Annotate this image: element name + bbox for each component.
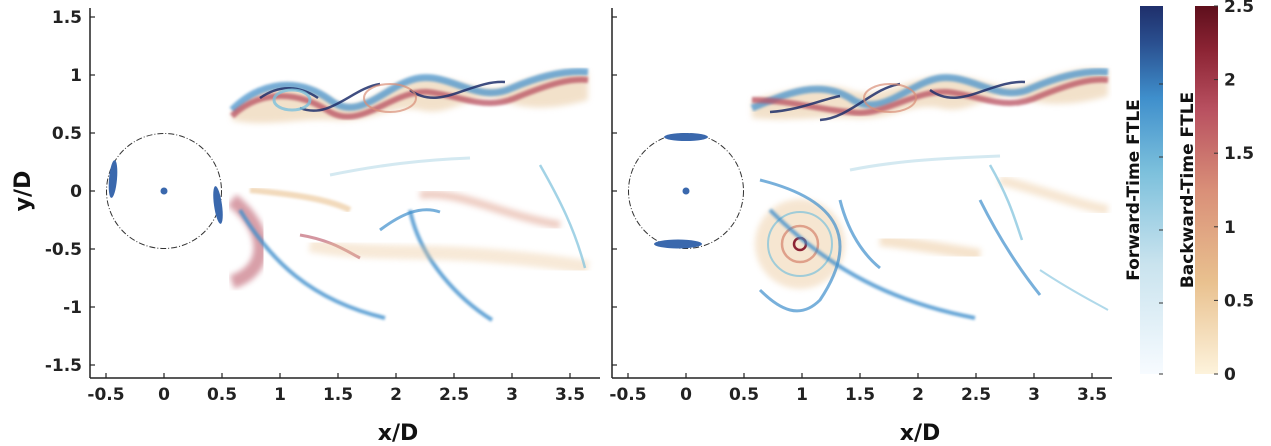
x-tick-label: 2: [390, 385, 402, 405]
x-tick-label: 1: [796, 385, 808, 405]
colorbar-tick-label: 0: [1224, 365, 1236, 385]
colorbar-tick-label: 1: [1224, 218, 1236, 238]
colorbar-backward-gradient: [1195, 6, 1218, 374]
x-tick-label: 3.5: [555, 385, 585, 405]
x-tick-label: 0: [680, 385, 692, 405]
y-tick-label: 1: [70, 66, 82, 86]
colorbar-tick-label: 1.5: [1224, 144, 1254, 164]
colorbar-backward-label: Backward-Time FTLE: [1178, 92, 1198, 288]
colorbar-tick-label: 2.5: [1224, 0, 1254, 17]
colorbar-forward-label: Forward-Time FTLE: [1124, 99, 1144, 281]
colorbar-tick-label: 0.5: [1224, 291, 1254, 311]
x-tick-label: 3: [1028, 385, 1040, 405]
colorbar-tick-label: 2: [1224, 71, 1236, 91]
cylinder-center: [160, 187, 168, 195]
x-tick-label: 3.5: [1077, 385, 1107, 405]
x-tick-label: -0.5: [609, 385, 646, 405]
x-tick-label: 1: [274, 385, 286, 405]
right-panel: -0.5 0 0.5 1 1.5 2 2.5 3 3.5 x/D: [609, 8, 1112, 446]
y-tick-label: -0.5: [45, 240, 82, 260]
colorbar-backward: Backward-Time FTLE 0 0.5 1 1.5 2 2.5: [1178, 0, 1254, 385]
right-axes: -0.5 0 0.5 1 1.5 2 2.5 3 3.5 x/D: [609, 8, 1112, 446]
y-tick-label: 0.5: [52, 124, 82, 144]
x-tick-label: 3: [506, 385, 518, 405]
colorbar-forward: Forward-Time FTLE: [1124, 6, 1163, 375]
actuator-jet-1: [664, 133, 708, 141]
x-tick-label: 2.5: [961, 385, 991, 405]
y-tick-label: -1: [63, 298, 82, 318]
y-tick-label: 1.5: [52, 8, 82, 28]
colorbar-forward-gradient: [1140, 6, 1163, 374]
x-tick-label: 0: [158, 385, 170, 405]
x-tick-label: 1.5: [323, 385, 353, 405]
left-axes: -0.5 0 0.5 1 1.5 2 2.5 3 3.5 x/D 1.5 1 0.5 0 -0.5 -1 -1.…: [11, 8, 600, 446]
x-tick-label: 2: [912, 385, 924, 405]
right-ftle-field: [628, 68, 1109, 320]
actuator-jet-1: [108, 160, 118, 198]
y-axis-label: y/D: [11, 171, 36, 212]
left-panel: -0.5 0 0.5 1 1.5 2 2.5 3 3.5 x/D 1.5 1 0.5 0 -0.5 -1 -1.…: [11, 8, 600, 446]
x-tick-label: 2.5: [439, 385, 469, 405]
x-tick-label: -0.5: [87, 385, 124, 405]
x-tick-label: 0.5: [207, 385, 237, 405]
y-tick-label: -1.5: [45, 356, 82, 376]
colorbar-backward-ticks: 0 0.5 1 1.5 2 2.5: [1214, 0, 1254, 385]
x-axis-label: x/D: [378, 421, 419, 446]
actuator-jet-2: [213, 186, 223, 224]
cylinder-center: [682, 187, 690, 195]
x-tick-label: 1.5: [845, 385, 875, 405]
x-axis-label: x/D: [900, 421, 941, 446]
left-ftle-field: [106, 68, 590, 322]
x-tick-label: 0.5: [729, 385, 759, 405]
y-tick-label: 0: [70, 182, 82, 202]
actuator-jet-2: [654, 239, 702, 249]
